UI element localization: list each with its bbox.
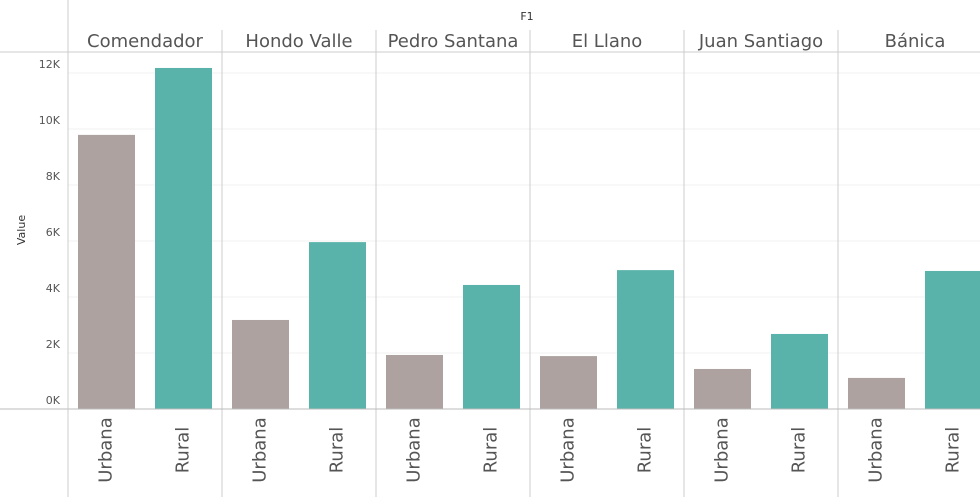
bar [694,368,751,409]
bar [386,354,443,409]
x-tick-label: Rural [789,427,810,474]
group-label: Hondo Valle [245,31,352,52]
chart-title: F1 [520,10,533,23]
bar [771,333,828,409]
bar [463,284,520,409]
y-tick-label: 2K [46,338,61,351]
group-label: Pedro Santana [388,31,519,52]
y-tick-label: 10K [39,114,61,127]
bar [78,134,135,409]
x-tick-label: Rural [943,427,964,474]
x-tick-label: Urbana [404,417,425,482]
x-tick-label: Urbana [96,417,117,482]
x-tick-label: Urbana [250,417,271,482]
y-tick-label: 8K [46,170,61,183]
group-label: Comendador [87,31,203,52]
y-axis-title: Value [15,215,28,245]
bar [232,319,289,409]
x-tick-label: Rural [635,427,656,474]
y-tick-label: 0K [46,394,61,407]
y-tick-label: 4K [46,282,61,295]
x-tick-label: Urbana [866,417,887,482]
group-label: El Llano [572,31,643,52]
bar [617,270,674,409]
y-tick-label: 6K [46,226,61,239]
x-tick-label: Urbana [558,417,579,482]
x-tick-label: Rural [173,427,194,474]
x-tick-label: Urbana [712,417,733,482]
y-tick-label: 12K [39,58,61,71]
x-tick-label: Rural [327,427,348,474]
bar [155,67,212,410]
bar [309,242,366,409]
bar [925,270,980,409]
group-label: Juan Santiago [698,31,823,52]
bar [848,377,905,409]
group-label: Bánica [885,31,946,52]
x-tick-label: Rural [481,427,502,474]
bar [540,356,597,409]
